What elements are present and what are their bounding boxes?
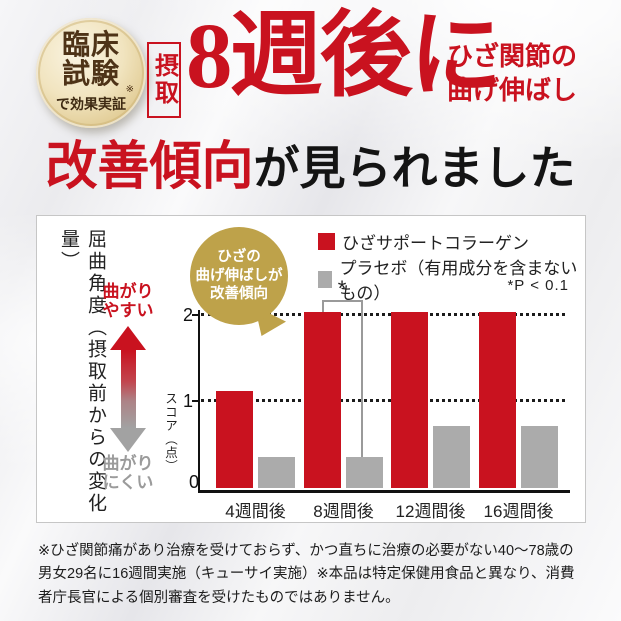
- arrow-up-head: [110, 326, 146, 350]
- x-label-12週間後: 12週間後: [395, 502, 466, 521]
- x-label-4週間後: 4週間後: [225, 502, 286, 521]
- bar-group-8週間後: [304, 312, 383, 488]
- p-value-note: *P < 0.1: [507, 277, 569, 294]
- tick-1: [192, 400, 199, 402]
- legend-swatch-collagen: [318, 233, 335, 250]
- gridline-2: [201, 313, 565, 316]
- arrow-down-head: [110, 428, 146, 452]
- collagen-bar-16週間後: [479, 312, 516, 488]
- collagen-bar-12週間後: [391, 312, 428, 488]
- arrow-shaft: [120, 350, 136, 428]
- placebo-bar-4週間後: [258, 457, 295, 488]
- headline-improvement-black: が見られました: [253, 143, 576, 194]
- intake-label-box: 摂取: [147, 42, 181, 118]
- improvement-callout-bubble: ひざの 曲げ伸ばしが 改善傾向: [190, 227, 288, 325]
- collagen-bar-4週間後: [216, 391, 253, 488]
- significance-bracket-left: [322, 300, 324, 314]
- significance-asterisk: *: [337, 276, 347, 301]
- legend-swatch-placebo: [318, 270, 333, 288]
- badge-subtitle: で効果実証: [56, 95, 126, 112]
- legend-label-placebo: プラセボ（有用成分を含まないもの）: [339, 259, 578, 303]
- headline-knee-joint: ひざ関節の 曲げ伸ばし: [447, 40, 577, 108]
- headline-improvement: 改善傾向が見られました: [0, 124, 621, 199]
- clinical-trial-badge: 臨床試験 ※ で効果実証: [36, 18, 146, 128]
- y-tick-0: 0: [188, 472, 199, 492]
- headline-side-line1: ひざ関節の: [447, 41, 578, 71]
- bend-easy-label: 曲がりやすい: [102, 282, 154, 321]
- intake-label: 摂取: [150, 53, 177, 107]
- legend-label-collagen: ひざサポートコラーゲン: [342, 234, 529, 253]
- headline-side-line2: 曲げ伸ばし: [447, 74, 578, 105]
- y-tick-1: 1: [182, 391, 193, 411]
- significance-bracket-top: [322, 300, 362, 302]
- collagen-bar-8週間後: [304, 312, 341, 488]
- headline-improvement-red: 改善傾向: [45, 139, 254, 196]
- x-label-8週間後: 8週間後: [313, 502, 374, 521]
- placebo-bar-8週間後: [346, 457, 383, 488]
- y-axis-line: [198, 310, 200, 492]
- bar-group-12週間後: [391, 312, 470, 488]
- legend-item-placebo: プラセボ（有用成分を含まないもの）: [318, 254, 585, 304]
- placebo-bar-12週間後: [433, 426, 470, 488]
- headline-8weeks: 8週後に: [186, 5, 502, 108]
- gridline-1: [201, 399, 565, 402]
- callout-line1: ひざの: [217, 248, 261, 265]
- bend-hard-label: 曲がりにくい: [102, 454, 154, 493]
- footnote-disclaimer: ※ひざ関節痛があり治療を受けておらず、かつ直ちに治療の必要がない40～78歳の男…: [38, 543, 575, 606]
- placebo-bar-16週間後: [521, 426, 558, 488]
- bar-group-4週間後: [216, 391, 295, 488]
- significance-bracket-right: [361, 300, 363, 458]
- bend-direction-arrow-icon: [110, 326, 146, 452]
- x-label-16週間後: 16週間後: [483, 502, 554, 521]
- y-tick-2: 2: [182, 305, 193, 325]
- y-axis-title: 屈曲角度（摂取前からの変化量）: [58, 229, 106, 515]
- legend-item-collagen: ひざサポートコラーゲン: [318, 229, 529, 254]
- score-axis-label: スコア（点）: [163, 392, 177, 473]
- badge-title: 臨床試験: [61, 30, 120, 90]
- bar-group-16週間後: [479, 312, 558, 488]
- x-axis-line: [198, 490, 570, 493]
- callout-line2: 曲げ伸ばしが: [195, 267, 283, 284]
- callout-line3: 改善傾向: [210, 286, 268, 303]
- badge-note-asterisk: ※: [125, 84, 134, 95]
- tick-2: [192, 314, 199, 316]
- bar-chart-panel: 屈曲角度（摂取前からの変化量） 曲がりやすい 曲がりにくい 2 1 0 スコア（…: [36, 215, 586, 523]
